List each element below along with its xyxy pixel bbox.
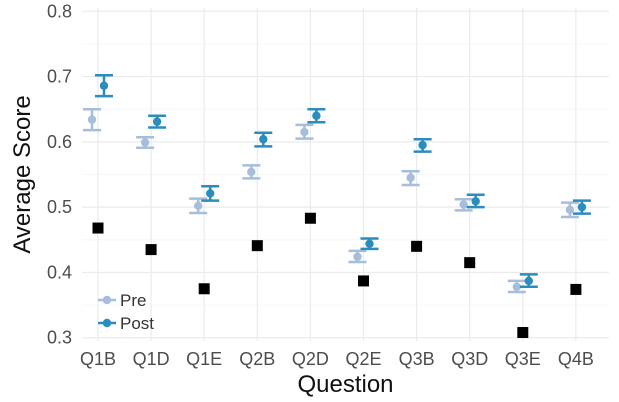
data-point [206,189,215,198]
data-point [152,117,162,126]
x-tick-label: Q1E [186,349,222,369]
data-point [512,282,521,292]
x-tick-label: Q1B [80,349,116,369]
y-tick-label: 0.4 [47,262,72,282]
data-point [300,127,309,137]
data-point-square [411,240,423,252]
data-point [140,138,150,147]
x-tick-label: Q3B [399,349,435,369]
data-point-square [358,275,369,287]
data-point [524,276,533,286]
data-point [259,135,268,144]
y-tick-label: 0.6 [47,132,72,152]
x-tick-label: Q3D [451,349,488,369]
series-layer [83,74,591,339]
data-point [471,197,480,206]
legend: Pre Post [98,291,154,333]
data-point [365,239,374,248]
x-tick-label: Q1D [133,349,170,369]
data-point [418,140,427,150]
y-axis-title: Average Score [9,95,36,253]
data-point [99,81,109,90]
grid-layer [82,8,609,341]
data-point-square [251,240,263,252]
x-tick-label: Q2E [345,349,381,369]
x-tick-label: Q2D [292,349,329,369]
data-point [194,201,203,211]
series-unlabeled [92,212,582,339]
legend-swatch-marker [102,295,112,305]
data-point-square [464,257,476,269]
series-post [95,74,591,289]
data-point-square [92,222,104,234]
x-tick-label: Q4B [558,349,594,369]
legend-label: Post [120,314,154,333]
axes-layer: 0.3 0.4 0.5 0.6 0.7 0.8 Q1B Q1D Q1E Q2B Q2D Q2E Q3B Q… [47,1,594,369]
y-tick-label: 0.8 [47,1,72,21]
legend-label: Pre [120,291,146,310]
x-axis-title: Question [297,371,393,397]
x-tick-label: Q2B [239,349,275,369]
data-point [459,200,468,209]
data-point-square [304,212,316,224]
series-pre [83,107,579,294]
y-tick-label: 0.3 [47,328,72,348]
data-point [565,205,575,214]
x-tick-label: Q3E [505,349,541,369]
data-point [353,252,362,261]
legend-swatch-marker [102,318,112,328]
data-point [87,115,97,124]
data-point [247,167,256,177]
data-point-square [145,244,157,256]
data-point [577,202,587,212]
data-point-square [570,283,582,295]
data-point [312,111,321,120]
data-point [406,173,415,182]
y-tick-label: 0.5 [47,197,72,217]
data-point-square [198,283,210,295]
data-point-square [517,327,529,339]
y-tick-label: 0.7 [47,67,72,87]
